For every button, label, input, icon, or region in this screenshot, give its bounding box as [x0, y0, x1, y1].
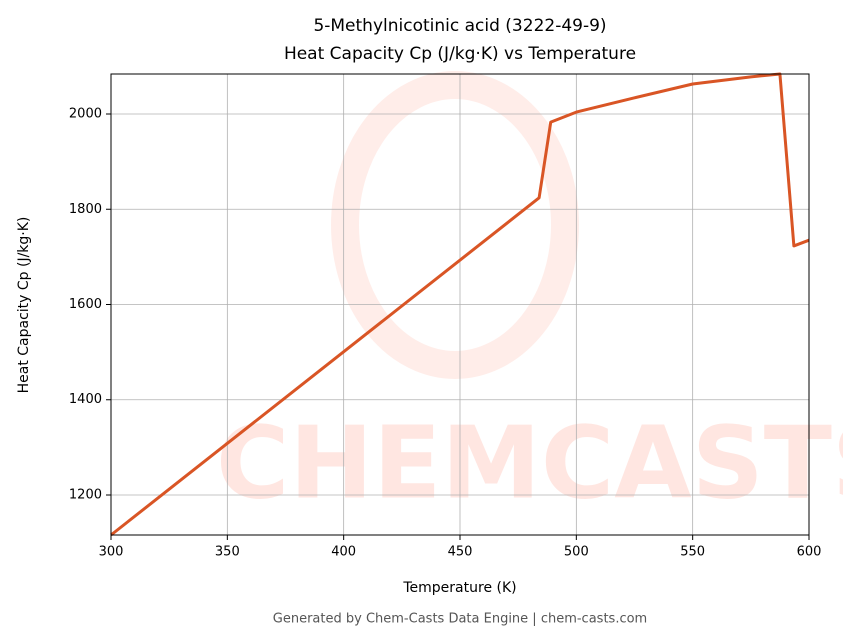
footer: Generated by Chem-Casts Data Engine | ch…: [273, 612, 647, 627]
y-tick-label: 1800: [69, 202, 102, 217]
x-tick-label: 300: [99, 545, 124, 560]
plot-frame: [110, 73, 810, 536]
watermark: CHEMCASTS: [216, 404, 843, 521]
chart-title: 5-Methylnicotinic acid (3222-49-9): [313, 16, 606, 36]
x-tick-label: 500: [564, 545, 589, 560]
y-tick-label: 1400: [69, 392, 102, 407]
chart-subtitle: Heat Capacity Cp (J/kg·K) vs Temperature: [284, 44, 636, 64]
y-tick-label: 1200: [69, 487, 102, 502]
y-tick-label: 2000: [69, 107, 102, 122]
y-axis-label: Heat Capacity Cp (J/kg·K): [16, 217, 32, 394]
x-tick-label: 550: [680, 545, 705, 560]
y-tick-label: 1600: [69, 297, 102, 312]
x-tick-label: 400: [331, 545, 356, 560]
x-tick-label: 350: [215, 545, 240, 560]
watermark-logo: [331, 71, 579, 379]
x-tick-label: 450: [448, 545, 473, 560]
x-axis-label: Temperature (K): [402, 580, 516, 596]
data-line: [110, 72, 810, 537]
x-tick-label: 600: [797, 545, 822, 560]
